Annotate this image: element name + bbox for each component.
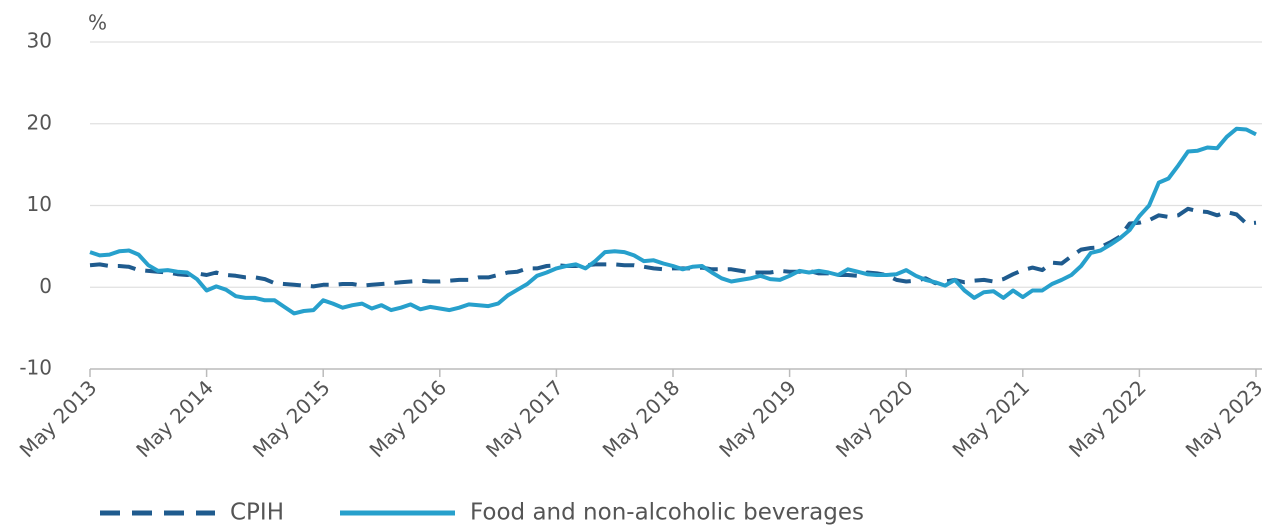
x-tick-label: May 2017 <box>481 375 568 462</box>
x-tick-label: May 2015 <box>248 375 335 462</box>
legend-label: CPIH <box>230 500 284 526</box>
x-tick-label: May 2013 <box>15 375 102 462</box>
y-tick-label: 20 <box>27 110 52 134</box>
legend-label: Food and non-alcoholic beverages <box>470 500 864 526</box>
y-tick-label: 30 <box>27 29 52 53</box>
x-tick-label: May 2020 <box>831 375 918 462</box>
x-tick-label: May 2021 <box>948 375 1035 462</box>
x-tick-label: May 2022 <box>1064 375 1151 462</box>
y-tick-label: 10 <box>27 192 52 216</box>
x-tick-label: May 2023 <box>1181 375 1268 462</box>
series-line <box>89 206 1257 289</box>
y-unit-label: % <box>88 11 107 35</box>
x-tick-label: May 2018 <box>598 375 685 462</box>
x-tick-label: May 2014 <box>131 375 218 462</box>
x-tick-label: May 2016 <box>365 375 452 462</box>
y-tick-label: -10 <box>19 356 52 380</box>
series-line <box>89 126 1257 316</box>
y-tick-label: 0 <box>39 274 52 298</box>
x-tick-label: May 2019 <box>714 375 801 462</box>
